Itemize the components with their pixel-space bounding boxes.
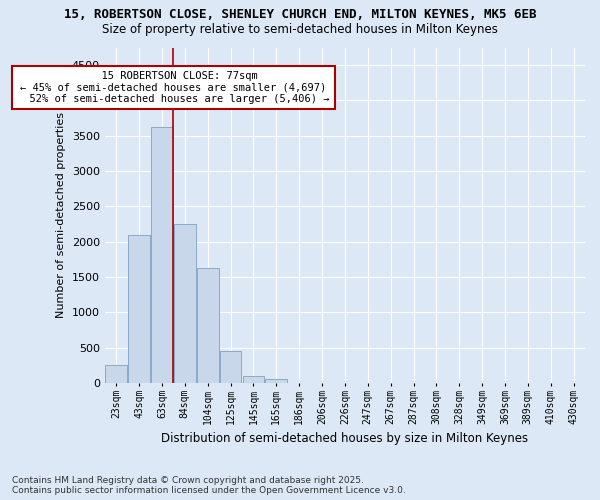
Text: 15 ROBERTSON CLOSE: 77sqm
← 45% of semi-detached houses are smaller (4,697)
  52: 15 ROBERTSON CLOSE: 77sqm ← 45% of semi-… (17, 71, 329, 104)
Bar (151, 127, 173, 383)
Bar (265, 379, 287, 383)
Text: Contains HM Land Registry data © Crown copyright and database right 2025.
Contai: Contains HM Land Registry data © Crown c… (12, 476, 406, 495)
Text: Size of property relative to semi-detached houses in Milton Keynes: Size of property relative to semi-detach… (102, 22, 498, 36)
Y-axis label: Number of semi-detached properties: Number of semi-detached properties (56, 112, 66, 318)
X-axis label: Distribution of semi-detached houses by size in Milton Keynes: Distribution of semi-detached houses by … (161, 432, 529, 445)
Bar (197, 268, 218, 383)
Bar (174, 224, 196, 383)
Text: 15, ROBERTSON CLOSE, SHENLEY CHURCH END, MILTON KEYNES, MK5 6EB: 15, ROBERTSON CLOSE, SHENLEY CHURCH END,… (64, 8, 536, 20)
Bar (220, 351, 241, 383)
Bar (128, 234, 150, 383)
Bar (242, 376, 265, 383)
Bar (106, 365, 127, 383)
